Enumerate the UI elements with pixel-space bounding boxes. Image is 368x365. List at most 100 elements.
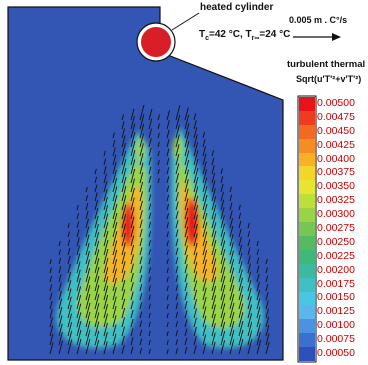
flux-vector: [94, 339, 100, 355]
colorbar-swatch: [299, 263, 315, 279]
flux-vector: [49, 292, 53, 301]
colorbar-tick-label: 0.00175: [317, 277, 355, 290]
flux-vector: [220, 284, 226, 301]
flux-vector: [139, 133, 144, 148]
colorbar-tick-label: 0.00275: [317, 222, 355, 234]
flux-vector: [175, 320, 179, 328]
flux-vector: [202, 153, 207, 166]
flux-vector: [76, 221, 80, 229]
flux-vector: [202, 334, 207, 346]
flux-vector: [211, 304, 216, 319]
flux-vector: [85, 194, 88, 202]
colorbar-tick-label: 0.00150: [317, 291, 355, 304]
flux-vector: [49, 275, 53, 283]
flux-vector: [148, 230, 151, 238]
flux-vector: [121, 135, 126, 148]
flux-vector: [193, 214, 198, 229]
flux-vector: [202, 222, 208, 238]
flux-vector: [121, 214, 127, 229]
flux-vector: [220, 183, 224, 193]
flux-vector: [139, 114, 145, 130]
flux-vector: [49, 317, 53, 328]
flux-vector: [103, 205, 109, 220]
flux-vector: [112, 169, 117, 184]
flux-vector: [193, 158, 199, 175]
flux-vector: [220, 199, 225, 211]
flux-vector: [202, 268, 207, 283]
flux-vector: [103, 239, 109, 256]
flux-vector: [220, 330, 226, 346]
flux-vector: [148, 166, 152, 175]
flux-vector: [166, 340, 169, 346]
flux-vector: [58, 274, 62, 283]
flux-vector: [94, 215, 99, 229]
flux-vector: [58, 290, 62, 301]
flux-vector: [175, 339, 178, 346]
flux-vector: [175, 229, 179, 238]
condition-v1: =42 °C, T: [209, 29, 252, 40]
flux-vector: [148, 330, 151, 337]
flux-vector: [76, 204, 79, 211]
flux-vector: [256, 314, 261, 328]
flux-vector: [238, 269, 243, 283]
colorbar-tick-label: 0.00350: [317, 180, 355, 193]
flux-vector: [193, 336, 197, 346]
flux-vector: [76, 321, 82, 337]
flux-vector: [202, 161, 207, 175]
flux-vector: [202, 186, 208, 202]
condition-t1: T: [199, 29, 206, 40]
flux-vector: [76, 229, 80, 238]
flux-vector: [67, 280, 72, 292]
flux-vector: [112, 139, 116, 148]
flux-vector: [175, 173, 180, 184]
flux-vector: [202, 146, 206, 157]
flux-vector: [220, 312, 226, 328]
colorbar-tick-label: 0.00200: [317, 263, 355, 276]
flux-vector: [130, 328, 134, 337]
flux-vector: [94, 200, 99, 211]
flux-vector: [184, 179, 189, 193]
flux-vector: [58, 257, 62, 265]
flux-vector: [211, 221, 217, 238]
flux-vector: [229, 284, 235, 301]
flux-vector: [184, 114, 190, 130]
flux-vector: [247, 330, 253, 346]
condition-label: Tc=42 °C, Tr∞=24 °C: [199, 29, 290, 42]
flux-vector: [166, 110, 171, 121]
colorbar-swatch: [299, 291, 315, 306]
flux-vector: [148, 118, 153, 130]
flux-vector: [94, 293, 100, 310]
flux-vector: [184, 123, 190, 139]
reference-arrow-head: [332, 33, 341, 41]
colorbar-swatch: [299, 97, 315, 112]
flux-vector: [193, 150, 199, 166]
colorbar-tick-label: 0.00225: [317, 249, 355, 262]
flux-vector: [85, 186, 88, 193]
flux-vector: [238, 294, 244, 310]
flux-vector: [193, 167, 199, 184]
flux-vector: [166, 349, 169, 355]
flux-vector: [157, 123, 160, 130]
flux-vector: [148, 240, 151, 247]
flux-vector: [76, 286, 81, 301]
flux-vector: [139, 228, 143, 238]
flux-vector: [193, 134, 198, 148]
flux-vector: [94, 275, 100, 292]
colorbar-tick-label: 0.00475: [317, 110, 355, 123]
flux-vector: [94, 249, 100, 265]
flux-vector: [94, 207, 99, 220]
colorbar-swatch: [299, 222, 315, 237]
flux-vector: [166, 240, 169, 247]
flux-vector: [247, 321, 253, 337]
colorbar-tick-label: 0.00125: [317, 305, 355, 318]
flux-vector: [265, 341, 270, 355]
flux-vector: [76, 294, 82, 310]
flux-vector: [166, 222, 169, 229]
flux-vector: [139, 219, 143, 229]
flux-vector: [193, 271, 198, 283]
flux-vector: [193, 142, 199, 157]
flux-vector: [175, 284, 179, 292]
flux-vector: [121, 307, 126, 319]
flux-vector: [184, 140, 190, 157]
flux-vector: [238, 286, 244, 301]
